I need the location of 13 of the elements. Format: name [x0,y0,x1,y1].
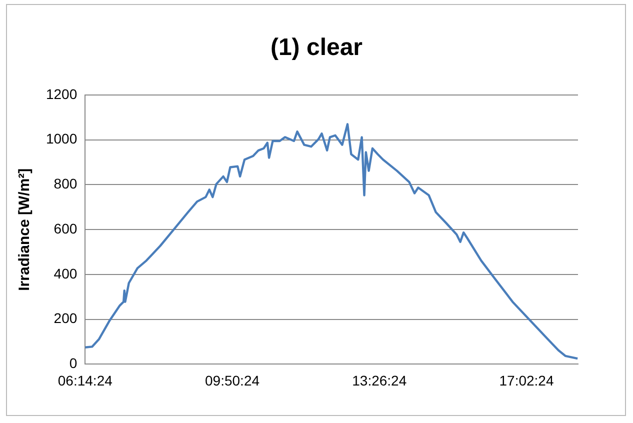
x-tick-label: 17:02:24 [499,372,554,388]
x-tick-label: 13:26:24 [352,372,407,388]
chart-title: (1) clear [269,34,364,62]
y-tick-label: 800 [54,176,78,192]
y-axis-title: Irradiance [W/m²] [16,168,34,291]
y-tick-label: 200 [54,310,78,326]
y-tick-label: 600 [54,220,78,236]
y-tick-label: 0 [69,355,78,372]
y-tick-label: 1000 [46,130,78,147]
y-tick-label: 400 [54,265,78,282]
y-tick-label: 1200 [46,86,78,102]
x-tick-label: 06:14:24 [58,372,113,388]
x-tick-label: 09:50:24 [205,372,260,388]
